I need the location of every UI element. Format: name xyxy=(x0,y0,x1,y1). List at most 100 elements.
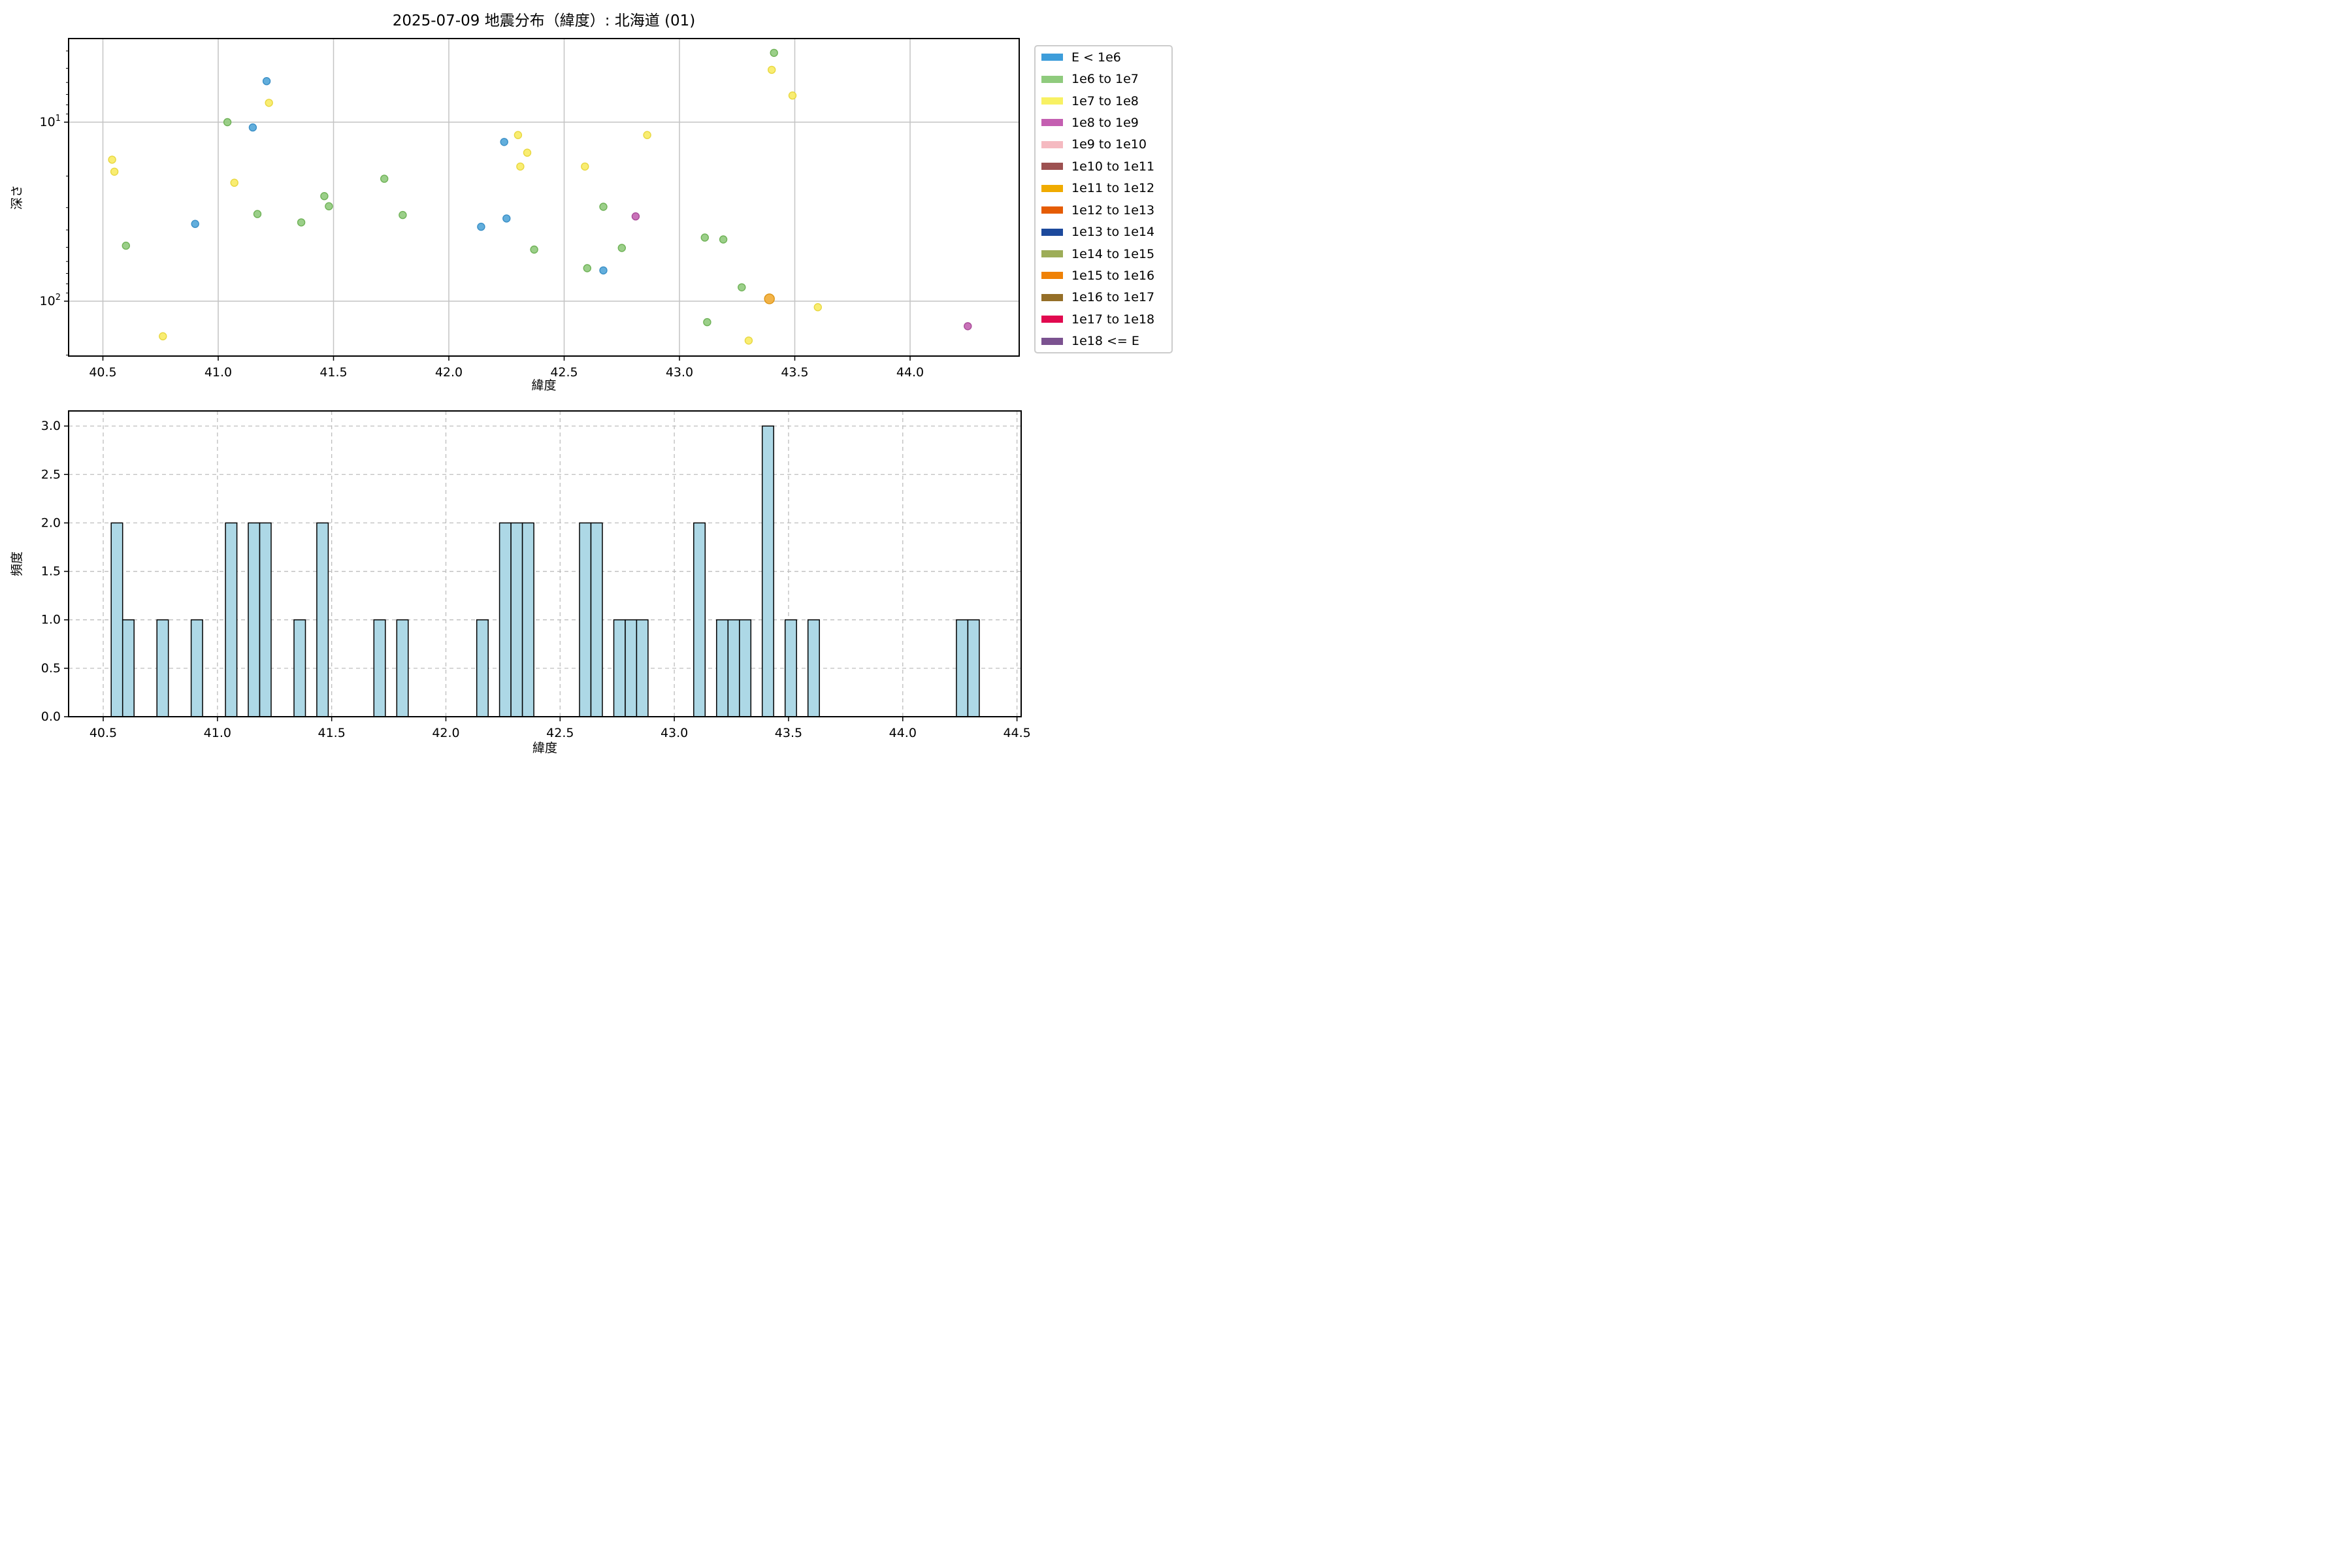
scatter-point xyxy=(530,245,538,254)
scatter-point xyxy=(744,336,753,345)
scatter-point xyxy=(964,322,972,331)
scatter-point xyxy=(700,233,710,242)
legend-swatch xyxy=(1041,206,1063,214)
x-tick-label: 40.5 xyxy=(90,726,117,740)
y-tick-label: 3.0 xyxy=(41,419,61,433)
legend-swatch xyxy=(1041,140,1063,148)
scatter-axes-box xyxy=(68,38,1020,357)
legend-label: 1e10 to 1e11 xyxy=(1071,159,1155,174)
scatter-point xyxy=(813,303,823,312)
legend-item: 1e17 to 1e18 xyxy=(1036,312,1171,327)
scatter-point xyxy=(477,222,485,231)
scatter-point xyxy=(788,91,797,100)
scatter-point xyxy=(631,212,640,221)
legend-item: 1e14 to 1e15 xyxy=(1036,246,1171,262)
scatter-point xyxy=(643,131,651,139)
y-tick-label: 2.0 xyxy=(41,515,61,530)
scatter-xlabel: 緯度 xyxy=(531,378,556,393)
scatter-point xyxy=(617,244,626,252)
x-tick-label: 41.0 xyxy=(204,726,231,740)
x-tick-label: 44.0 xyxy=(889,726,917,740)
x-tick-label: 43.0 xyxy=(666,365,693,380)
legend-item: 1e16 to 1e17 xyxy=(1036,289,1171,305)
legend-item: 1e9 to 1e10 xyxy=(1036,137,1171,152)
histogram-bar xyxy=(293,619,306,717)
scatter-point xyxy=(738,283,746,291)
histogram-bar xyxy=(625,619,638,717)
histogram-bar xyxy=(476,619,489,717)
scatter-point xyxy=(516,162,525,171)
legend-swatch xyxy=(1041,97,1063,105)
histogram-bar xyxy=(259,522,272,717)
histogram-bar xyxy=(784,619,797,717)
legend-label: 1e15 to 1e16 xyxy=(1071,268,1155,283)
histogram-plot: 40.5 41.0 41.5 42.0 42.5 43.0 43.5 44.0 44.5 0.0 0… xyxy=(10,410,1031,755)
legend-swatch xyxy=(1041,163,1063,171)
y-tick-label: 0.5 xyxy=(41,661,61,676)
x-tick-label: 42.0 xyxy=(435,365,463,380)
x-tick-label: 44.5 xyxy=(1003,726,1030,740)
scatter-point xyxy=(770,48,778,57)
legend-swatch xyxy=(1041,272,1063,280)
legend-label: 1e18 <= E xyxy=(1071,334,1139,349)
scatter-point xyxy=(248,123,257,132)
histogram-bar xyxy=(510,522,523,717)
legend-item: 1e7 to 1e8 xyxy=(1036,93,1171,109)
histogram-bar xyxy=(956,619,969,717)
legend-item: E < 1e6 xyxy=(1036,50,1171,65)
legend-label: E < 1e6 xyxy=(1071,50,1121,65)
x-tick-label: 41.5 xyxy=(318,726,345,740)
scatter-point xyxy=(108,155,116,164)
x-tick-label: 44.0 xyxy=(896,365,924,380)
scatter-point xyxy=(703,318,711,327)
scatter-point xyxy=(191,220,199,228)
legend-item: 1e15 to 1e16 xyxy=(1036,268,1171,284)
scatter-point xyxy=(320,192,329,201)
scatter-point xyxy=(581,162,589,171)
x-tick-label: 42.5 xyxy=(550,365,578,380)
scatter-point xyxy=(767,65,776,74)
legend-swatch xyxy=(1041,293,1063,301)
x-tick-label: 41.5 xyxy=(319,365,347,380)
scatter-plot: 40.5 41.0 41.5 42.0 42.5 43.0 43.5 44.0 101 102 緯度… xyxy=(10,38,1020,393)
histogram-bar xyxy=(156,619,169,717)
scatter-point xyxy=(159,332,167,340)
legend-label: 1e12 to 1e13 xyxy=(1071,203,1155,218)
histogram-bar xyxy=(190,619,203,717)
x-tick-label: 42.5 xyxy=(546,726,574,740)
scatter-point xyxy=(265,99,273,107)
scatter-point xyxy=(253,210,262,218)
scatter-point xyxy=(325,202,333,210)
y-tick-label: 1.0 xyxy=(41,613,61,627)
x-tick-label: 42.0 xyxy=(432,726,459,740)
histogram-bar xyxy=(967,619,980,717)
earthquake-figure: 2025-07-09 地震分布（緯度）: 北海道 (01) 40.5 41.0 41… xyxy=(0,0,1176,784)
y-tick-label: 1.5 xyxy=(41,564,61,579)
scatter-point xyxy=(502,214,511,223)
legend-item: 1e6 to 1e7 xyxy=(1036,71,1171,87)
legend-swatch xyxy=(1041,119,1063,127)
legend-label: 1e14 to 1e15 xyxy=(1071,246,1155,261)
scatter-point xyxy=(380,174,389,183)
histogram-bar xyxy=(636,619,649,717)
scatter-point xyxy=(262,76,271,86)
histogram-bar xyxy=(693,522,706,717)
histogram-bar xyxy=(590,522,603,717)
legend-item: 1e10 to 1e11 xyxy=(1036,159,1171,174)
legend-swatch xyxy=(1041,75,1063,83)
scatter-point xyxy=(719,235,728,244)
scatter-point xyxy=(514,131,523,139)
histogram-bar xyxy=(396,619,409,717)
legend-item: 1e8 to 1e9 xyxy=(1036,115,1171,131)
y-tick-label: 101 xyxy=(40,114,61,129)
y-tick-label: 102 xyxy=(40,293,61,308)
histogram-ylabel: 頻度 xyxy=(10,551,24,576)
x-tick-label: 40.5 xyxy=(89,365,116,380)
histogram-bar xyxy=(739,619,752,717)
scatter-point xyxy=(110,167,119,176)
legend-swatch xyxy=(1041,54,1063,61)
legend-item: 1e13 to 1e14 xyxy=(1036,224,1171,240)
figure-title: 2025-07-09 地震分布（緯度）: 北海道 (01) xyxy=(392,12,696,29)
legend-label: 1e16 to 1e17 xyxy=(1071,290,1155,305)
y-tick-label: 0.0 xyxy=(41,710,61,724)
